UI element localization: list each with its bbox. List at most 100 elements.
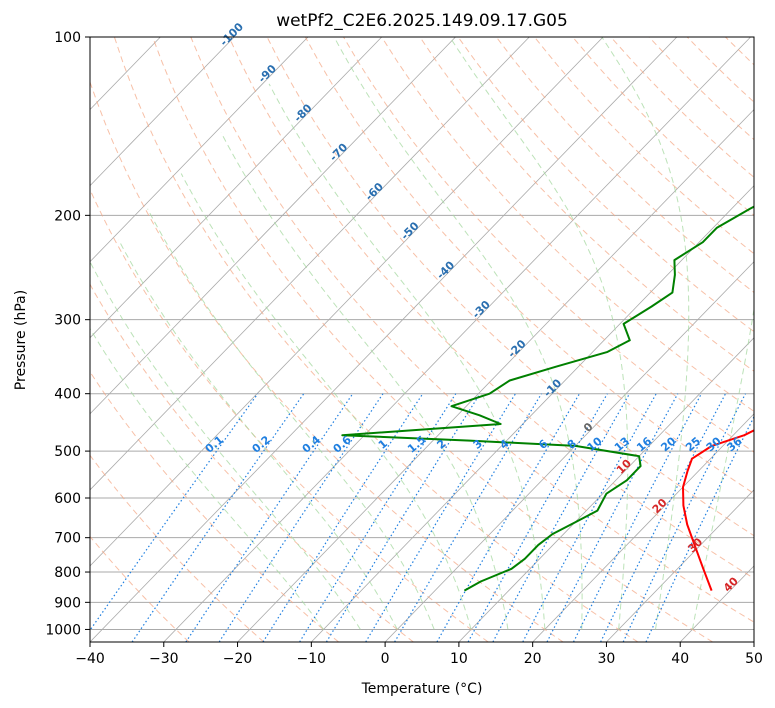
mixing-ratio-line bbox=[131, 393, 305, 642]
dry-adiabat-line bbox=[457, 37, 754, 333]
mixing-ratio-line bbox=[436, 393, 581, 642]
dry-adiabat-label: -20 bbox=[505, 337, 528, 360]
isotherm-line bbox=[0, 37, 13, 642]
y-tick-label: 300 bbox=[54, 313, 81, 329]
mixing-ratio-line bbox=[492, 393, 631, 642]
y-tick-label: 1000 bbox=[45, 622, 81, 638]
isotherm-line bbox=[163, 37, 751, 642]
moist-adiabat-line bbox=[90, 327, 324, 630]
mixing-ratio-label: 3 bbox=[471, 437, 485, 452]
moist-adiabat-line bbox=[449, 37, 629, 630]
mixing-ratio-line bbox=[185, 393, 354, 642]
mixing-ratio-line bbox=[365, 393, 517, 642]
dry-adiabat-label: -80 bbox=[291, 101, 314, 124]
dry-adiabat-line bbox=[534, 37, 754, 255]
mixing-ratio-line bbox=[600, 393, 727, 642]
isotherm-line bbox=[90, 37, 604, 567]
mixing-ratio-line bbox=[262, 393, 424, 642]
x-tick-label: 30 bbox=[598, 651, 616, 667]
dry-adiabat-label: -10 bbox=[541, 376, 564, 399]
isotherm-line bbox=[384, 261, 754, 642]
dry-adiabat-label: -100 bbox=[217, 20, 246, 49]
mixing-ratio-line bbox=[325, 393, 481, 642]
dry-adiabat-label: 10 bbox=[614, 457, 634, 477]
dry-adiabat-label: -30 bbox=[470, 298, 493, 321]
x-tick-label: 40 bbox=[671, 651, 689, 667]
temperature-profile-line bbox=[682, 429, 754, 591]
mixing-ratio-line bbox=[546, 393, 679, 642]
dry-adiabat-label: -70 bbox=[327, 141, 350, 164]
isotherm-line bbox=[90, 37, 235, 187]
dry-adiabat-label: -60 bbox=[363, 180, 386, 203]
dry-adiabat-line bbox=[686, 37, 754, 103]
x-tick-label: −40 bbox=[75, 651, 105, 667]
mixing-ratio-label: 0.4 bbox=[300, 433, 324, 456]
y-tick-label: 900 bbox=[54, 595, 81, 611]
dry-adiabat-line bbox=[495, 37, 754, 294]
isotherm-line bbox=[90, 37, 309, 263]
mixing-ratio-line bbox=[218, 393, 384, 642]
dry-adiabat-line bbox=[113, 37, 639, 642]
dry-adiabat-label: -90 bbox=[256, 62, 279, 85]
y-tick-label: 100 bbox=[54, 30, 81, 46]
y-tick-label: 200 bbox=[54, 208, 81, 224]
moist-adiabat-line bbox=[180, 173, 472, 630]
isotherm-line bbox=[90, 37, 530, 491]
isotherm-line bbox=[237, 109, 754, 642]
moist-adiabat-line bbox=[118, 239, 398, 630]
dry-adiabat-label: 20 bbox=[650, 496, 670, 516]
x-tick-label: −10 bbox=[297, 651, 327, 667]
isotherm-line bbox=[532, 413, 754, 642]
x-tick-label: −30 bbox=[149, 651, 179, 667]
dry-adiabat-label: -50 bbox=[398, 219, 421, 242]
moist-adiabat-line bbox=[601, 37, 690, 630]
isotherm-line bbox=[90, 37, 383, 339]
y-tick-label: 500 bbox=[54, 444, 81, 460]
x-tick-label: 10 bbox=[450, 651, 468, 667]
y-tick-label: 600 bbox=[54, 491, 81, 507]
mixing-ratio-label: 1.5 bbox=[405, 433, 428, 455]
x-tick-label: 20 bbox=[524, 651, 542, 667]
isotherm-line bbox=[90, 37, 678, 642]
moist-adiabat-line bbox=[220, 132, 509, 630]
chart-title: wetPf2_C2E6.2025.149.09.17.G05 bbox=[276, 11, 568, 31]
mixing-ratio-line bbox=[90, 393, 259, 632]
y-tick-label: 700 bbox=[54, 531, 81, 547]
isotherm-line bbox=[606, 489, 754, 642]
mixing-ratio-label: 8 bbox=[565, 437, 579, 452]
dry-adiabat-line bbox=[343, 37, 754, 453]
moist-adiabat-line bbox=[691, 306, 754, 630]
dry-adiabat-label: 40 bbox=[721, 574, 741, 594]
x-tick-label: 0 bbox=[381, 651, 390, 667]
dry-adiabat-label: -40 bbox=[434, 258, 457, 281]
moist-adiabat-line bbox=[333, 37, 583, 630]
moist-adiabat-line bbox=[147, 208, 435, 630]
plot-frame bbox=[89, 36, 755, 643]
dry-adiabat-line bbox=[90, 80, 564, 642]
x-axis-label: Temperature (°C) bbox=[361, 681, 483, 697]
mixing-ratio-label: 0.1 bbox=[203, 433, 226, 455]
dry-adiabat-line bbox=[90, 283, 414, 642]
dry-adiabat-line bbox=[90, 188, 489, 642]
dry-adiabat-line bbox=[90, 454, 265, 642]
dry-adiabat-line bbox=[190, 37, 754, 623]
mixing-ratio-line bbox=[572, 393, 702, 642]
dry-adiabat-line bbox=[304, 37, 754, 495]
dry-adiabat-line bbox=[419, 37, 754, 372]
y-tick-label: 800 bbox=[54, 565, 81, 581]
isotherm-line bbox=[458, 337, 754, 642]
mixing-ratio-label: 4 bbox=[497, 437, 511, 452]
mixing-ratio-line bbox=[299, 393, 457, 642]
isotherm-line bbox=[90, 37, 456, 415]
isotherm-line bbox=[311, 185, 754, 642]
x-tick-label: −20 bbox=[223, 651, 253, 667]
dry-adiabat-line bbox=[725, 37, 754, 66]
mixing-ratio-line bbox=[467, 393, 608, 642]
dry-adiabat-line bbox=[572, 37, 754, 217]
y-tick-label: 400 bbox=[54, 387, 81, 403]
dry-adiabat-line bbox=[764, 37, 775, 642]
mixing-ratio-line bbox=[394, 393, 543, 642]
mixing-ratio-line bbox=[645, 415, 754, 642]
moist-adiabat-line bbox=[268, 83, 546, 630]
